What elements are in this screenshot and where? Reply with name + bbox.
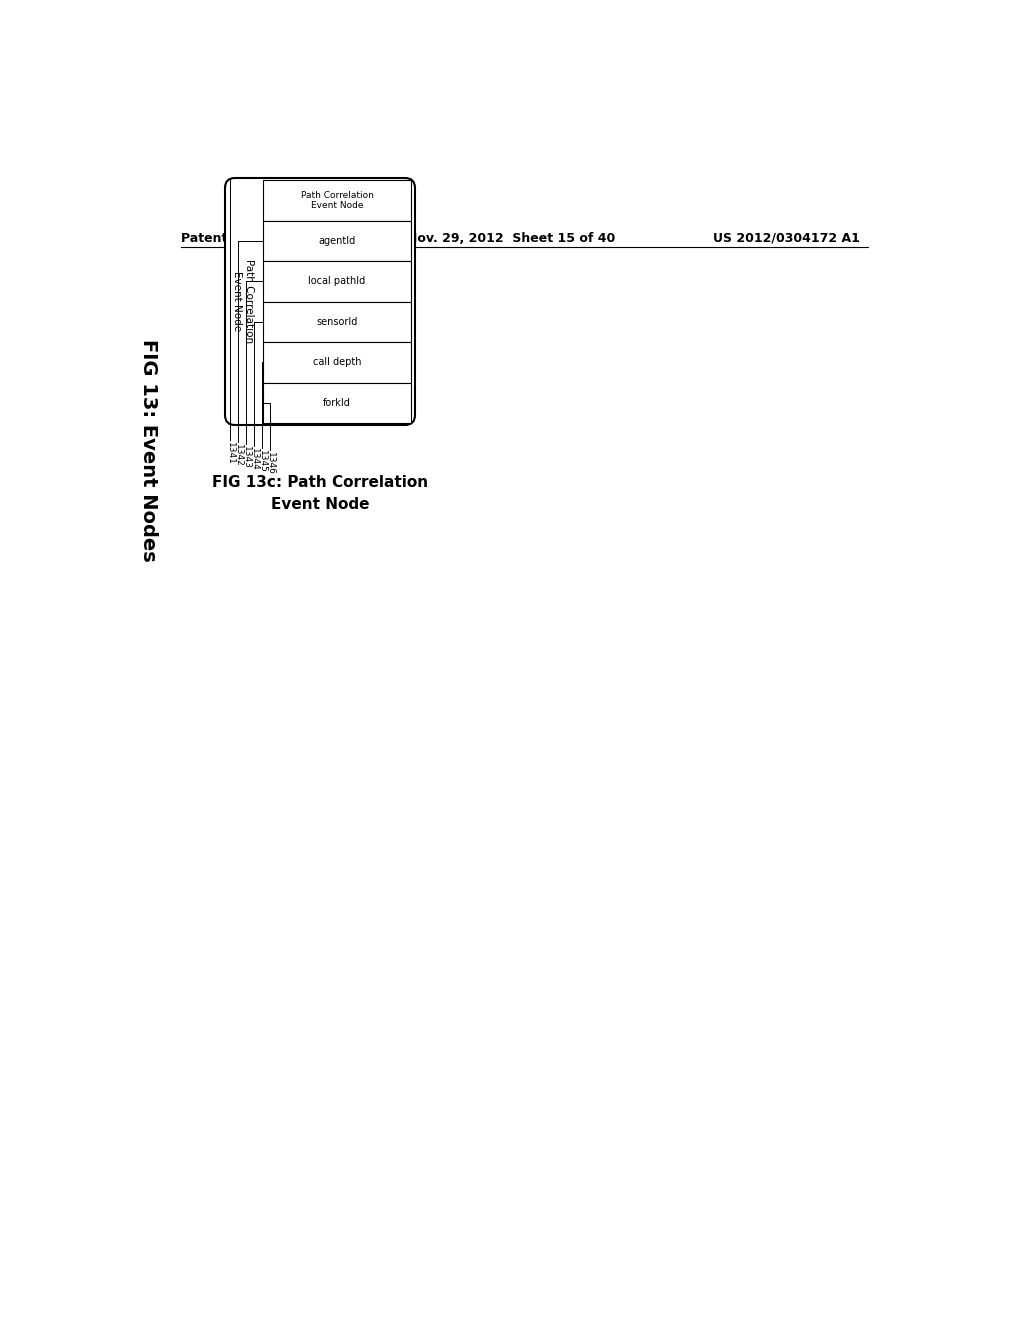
Text: 1341: 1341 xyxy=(225,442,234,465)
Bar xyxy=(263,301,411,342)
Text: 1346: 1346 xyxy=(265,451,274,475)
Text: 1343: 1343 xyxy=(242,446,251,469)
Bar xyxy=(263,261,411,301)
Text: agentId: agentId xyxy=(318,236,355,246)
Text: 1342: 1342 xyxy=(233,444,243,467)
Text: FIG 13: Event Nodes: FIG 13: Event Nodes xyxy=(138,339,158,561)
Text: 1345: 1345 xyxy=(257,450,266,473)
Text: Patent Application Publication: Patent Application Publication xyxy=(180,231,393,244)
Text: Event Node: Event Node xyxy=(270,498,370,512)
Text: call depth: call depth xyxy=(312,358,361,367)
Text: local pathId: local pathId xyxy=(308,276,366,286)
Bar xyxy=(263,180,411,220)
Text: sensorId: sensorId xyxy=(316,317,357,327)
Text: US 2012/0304172 A1: US 2012/0304172 A1 xyxy=(713,231,860,244)
Text: Path Correlation
Event Node: Path Correlation Event Node xyxy=(232,259,254,343)
Text: 1344: 1344 xyxy=(250,447,258,471)
Bar xyxy=(263,383,411,422)
FancyBboxPatch shape xyxy=(225,178,415,425)
Text: Nov. 29, 2012  Sheet 15 of 40: Nov. 29, 2012 Sheet 15 of 40 xyxy=(407,231,615,244)
Text: FIG 13c: Path Correlation: FIG 13c: Path Correlation xyxy=(212,475,428,490)
Text: Path Correlation
Event Node: Path Correlation Event Node xyxy=(301,190,374,210)
Bar xyxy=(263,220,411,261)
Text: forkId: forkId xyxy=(323,397,351,408)
Bar xyxy=(263,342,411,383)
